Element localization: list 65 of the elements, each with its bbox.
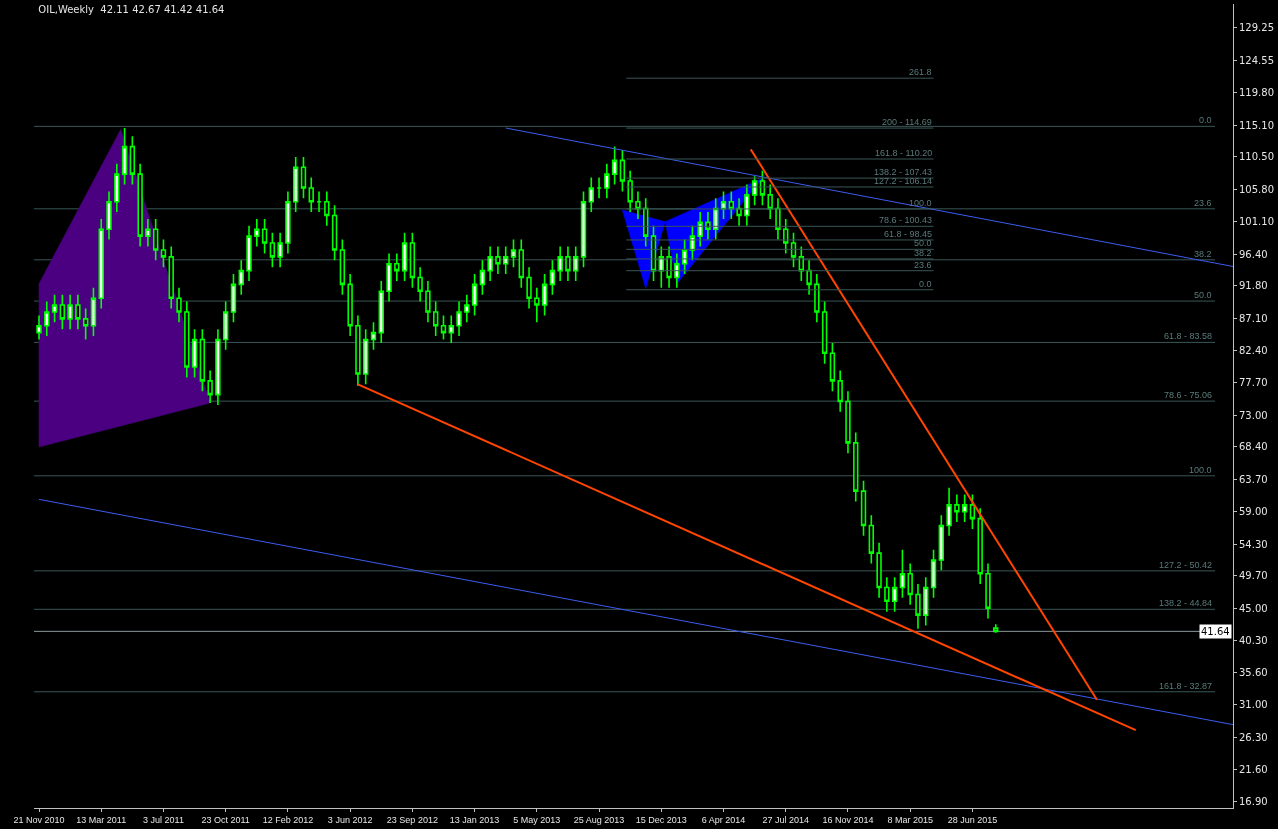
annotation: 23.6 bbox=[914, 260, 932, 270]
annotation: 38.2 bbox=[914, 248, 932, 258]
annotation: 161.8 - 32.87 bbox=[1159, 681, 1213, 691]
y-tick-label: 119.80 bbox=[1239, 87, 1274, 99]
x-tick-label: 3 Jul 2011 bbox=[143, 814, 184, 825]
y-tick-label: 129.25 bbox=[1239, 22, 1274, 34]
annotation: 38.2 bbox=[1194, 249, 1212, 259]
annotation: 50.0 bbox=[1194, 290, 1212, 300]
annotation: 100.0 bbox=[1189, 465, 1212, 475]
y-tick-label: 124.55 bbox=[1239, 54, 1274, 66]
x-tick-label: 28 Jun 2015 bbox=[947, 814, 998, 825]
annotation: 23.6 bbox=[1194, 198, 1212, 208]
annotation: 138.2 - 107.43 bbox=[874, 167, 933, 177]
y-tick-label: 59.00 bbox=[1239, 506, 1268, 518]
y-tick-label: 26.30 bbox=[1239, 731, 1268, 743]
x-tick-label: 21 Nov 2010 bbox=[13, 814, 65, 825]
y-tick-label: 40.30 bbox=[1239, 635, 1268, 647]
x-tick-label: 12 Feb 2012 bbox=[262, 814, 314, 825]
annotation: 78.6 - 75.06 bbox=[1164, 390, 1213, 400]
y-tick-label: 45.00 bbox=[1239, 602, 1268, 614]
y-tick-label: 105.80 bbox=[1239, 183, 1274, 195]
y-tick-label: 96.40 bbox=[1239, 248, 1268, 260]
annotation: 61.8 - 83.58 bbox=[1164, 331, 1213, 341]
annotation: 78.6 - 100.43 bbox=[879, 215, 933, 225]
y-tick-label: 87.10 bbox=[1239, 312, 1268, 324]
y-tick-label: 91.80 bbox=[1239, 280, 1268, 292]
x-tick-label: 6 Apr 2014 bbox=[701, 814, 746, 825]
annotation: 127.2 - 50.42 bbox=[1159, 560, 1213, 570]
y-tick-label: 54.30 bbox=[1239, 538, 1268, 550]
annotation: 138.2 - 44.84 bbox=[1159, 598, 1213, 608]
chart-title: OIL,Weekly 42.11 42.67 41.42 41.64 bbox=[38, 3, 225, 15]
annotation: 61.8 - 98.45 bbox=[884, 229, 933, 239]
y-tick-label: 101.10 bbox=[1239, 216, 1274, 228]
y-tick-label: 63.70 bbox=[1239, 473, 1268, 485]
annotation: 41.64 bbox=[1201, 626, 1230, 637]
y-tick-label: 73.00 bbox=[1239, 409, 1268, 421]
y-tick-label: 35.60 bbox=[1239, 667, 1268, 679]
y-tick-label: 16.90 bbox=[1239, 796, 1268, 808]
y-tick-label: 115.10 bbox=[1239, 119, 1274, 131]
x-tick-label: 13 Jan 2013 bbox=[449, 814, 500, 825]
x-tick-label: 15 Dec 2013 bbox=[635, 814, 687, 825]
x-tick-label: 3 Jun 2012 bbox=[327, 814, 373, 825]
y-tick-label: 49.70 bbox=[1239, 570, 1268, 582]
annotation: 261.8 bbox=[909, 67, 932, 77]
annotation: 161.8 - 110.20 bbox=[875, 148, 933, 158]
annotation: 0.0 bbox=[919, 279, 932, 289]
annotation: 50.0 bbox=[914, 238, 932, 248]
x-tick-label: 13 Mar 2011 bbox=[76, 814, 127, 825]
y-tick-label: 77.70 bbox=[1239, 377, 1268, 389]
x-tick-label: 27 Jul 2014 bbox=[762, 814, 810, 825]
x-tick-label: 8 Mar 2015 bbox=[887, 814, 933, 825]
y-tick-label: 82.40 bbox=[1239, 345, 1268, 357]
x-tick-label: 23 Sep 2012 bbox=[386, 814, 438, 825]
y-tick-label: 68.40 bbox=[1239, 441, 1268, 453]
x-tick-label: 16 Nov 2014 bbox=[822, 814, 874, 825]
x-tick-label: 5 May 2013 bbox=[513, 814, 561, 825]
x-tick-label: 23 Oct 2011 bbox=[201, 814, 250, 825]
annotation: 100.0 bbox=[909, 198, 932, 208]
annotation: 127.2 - 106.14 bbox=[874, 176, 933, 186]
annotation: 200 - 114.69 bbox=[882, 117, 932, 127]
y-tick-label: 31.00 bbox=[1239, 699, 1268, 711]
x-tick-label: 25 Aug 2013 bbox=[573, 814, 625, 825]
annotation: 0.0 bbox=[1199, 115, 1212, 125]
y-tick-label: 110.50 bbox=[1239, 151, 1274, 163]
y-tick-label: 21.60 bbox=[1239, 763, 1268, 775]
